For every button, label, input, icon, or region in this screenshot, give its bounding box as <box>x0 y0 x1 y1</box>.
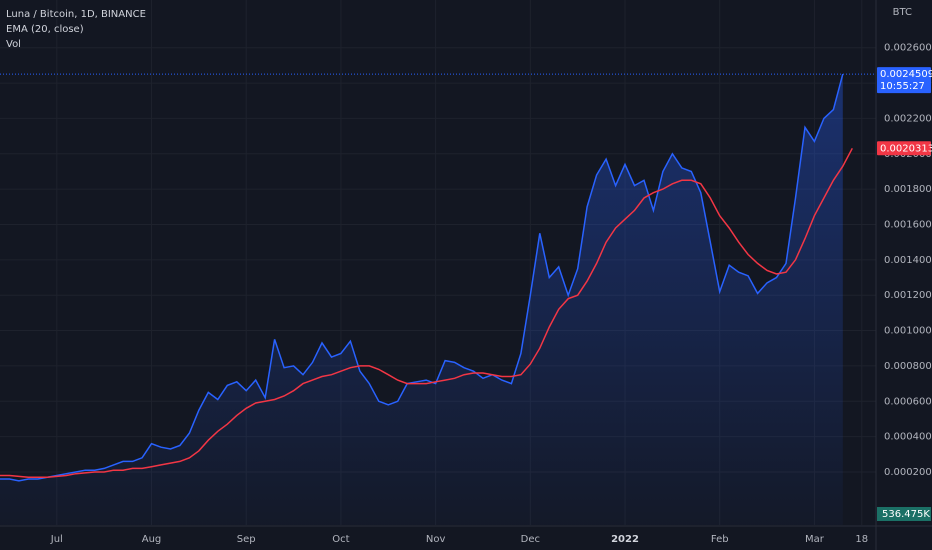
price-tag <box>877 141 931 156</box>
series-line <box>0 147 853 479</box>
series-line <box>0 73 844 482</box>
chart-title: Luna / Bitcoin, 1D, BINANCE <box>6 9 146 20</box>
volume-tag <box>877 507 931 521</box>
x-tick-label: Aug <box>142 534 162 545</box>
countdown-label: 10:55:27 <box>880 81 925 92</box>
price-tag <box>877 67 931 94</box>
y-tick-label: 0.0026000 <box>884 43 932 54</box>
x-tick-label: 2022 <box>611 534 639 545</box>
volume-tag-label: 536.475K <box>882 509 930 520</box>
x-tick-label: Mar <box>805 534 825 545</box>
price-area <box>0 74 843 525</box>
indicator-label: EMA (20, close) <box>6 24 84 35</box>
plot-area <box>0 73 876 525</box>
x-tick-label: Jul <box>50 534 63 545</box>
x-tick-label: Feb <box>711 534 729 545</box>
currency-label: BTC <box>893 7 912 18</box>
x-tick-label: Sep <box>237 534 256 545</box>
price-tag-label: 0.0020313 <box>880 143 932 154</box>
price-tag-label: 0.0024509 <box>880 69 932 80</box>
x-tick-label: Oct <box>332 534 349 545</box>
indicator-label: Vol <box>6 39 21 50</box>
x-tick-label: Nov <box>426 534 446 545</box>
x-tick-label: Dec <box>521 534 540 545</box>
x-tick-label: 18 <box>855 534 868 545</box>
